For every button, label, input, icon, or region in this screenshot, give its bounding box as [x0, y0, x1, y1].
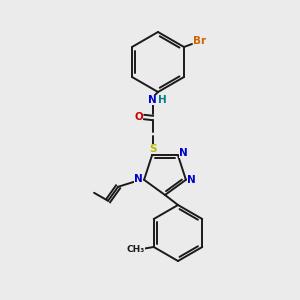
Text: S: S	[149, 144, 157, 154]
Text: H: H	[158, 95, 166, 105]
Text: N: N	[178, 148, 187, 158]
Text: N: N	[148, 95, 156, 105]
Text: N: N	[187, 175, 195, 185]
Text: O: O	[135, 112, 143, 122]
Text: N: N	[134, 174, 142, 184]
Text: CH₃: CH₃	[127, 244, 145, 253]
Text: Br: Br	[194, 36, 206, 46]
